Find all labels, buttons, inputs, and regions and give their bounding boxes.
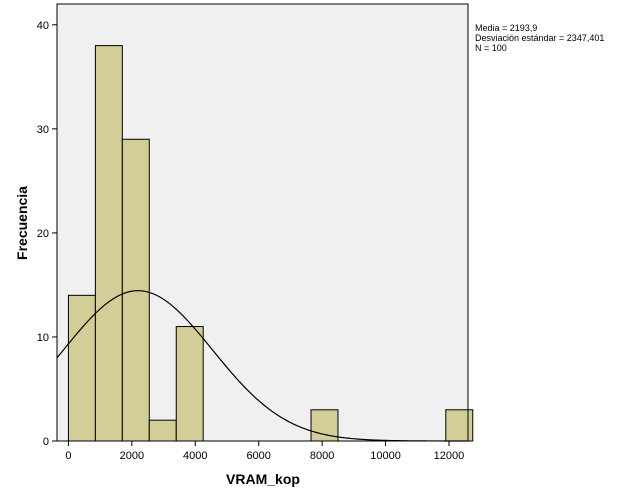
stats-n: N = 100 [475, 43, 507, 53]
y-tick-label-0: 0 [43, 436, 49, 448]
x-axis-title: VRAM_kop [226, 471, 300, 487]
y-tick-label-10: 10 [37, 332, 49, 344]
plot-frame [56, 3, 469, 442]
histogram-bar-3 [148, 419, 177, 442]
x-tick-label-4000: 4000 [183, 450, 207, 462]
histogram-bar-2 [121, 138, 150, 442]
y-tick-label-40: 40 [37, 20, 49, 32]
stats-mean: Media = 2193,9 [475, 23, 538, 33]
histogram-bar-6 [445, 409, 474, 442]
x-axis: 0 2000 4000 6000 8000 10000 12000 [65, 441, 464, 462]
stats-box: Media = 2193,9 Desviación estándar = 234… [475, 23, 604, 53]
x-tick-label-2000: 2000 [120, 450, 144, 462]
y-axis-title: Frecuencia [14, 186, 30, 260]
y-tick-label-30: 30 [37, 124, 49, 136]
x-tick-label-10000: 10000 [370, 450, 401, 462]
y-tick-label-20: 20 [37, 228, 49, 240]
y-axis: 0 10 20 30 40 [37, 20, 57, 448]
x-tick-label-8000: 8000 [310, 450, 334, 462]
x-tick-label-12000: 12000 [434, 450, 465, 462]
bars-group [67, 45, 474, 442]
histogram-bar-0 [67, 294, 96, 442]
stats-sd: Desviación estándar = 2347,401 [475, 33, 605, 43]
x-tick-label-0: 0 [65, 450, 71, 462]
x-tick-label-6000: 6000 [246, 450, 270, 462]
histogram-bar-1 [94, 45, 123, 442]
histogram-bar-4 [175, 326, 204, 442]
